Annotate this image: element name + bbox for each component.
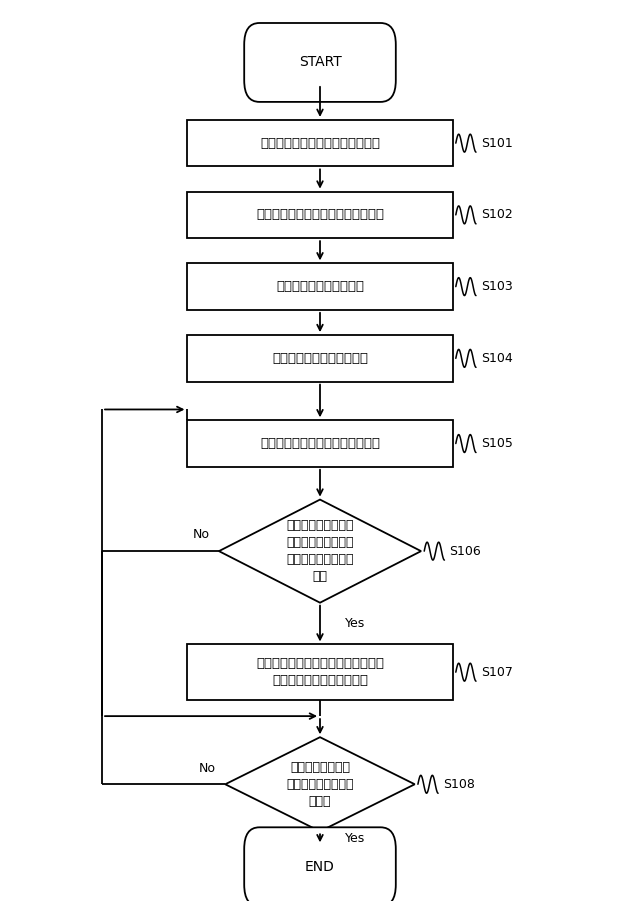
Polygon shape: [225, 738, 415, 832]
Text: S105: S105: [481, 437, 513, 450]
Text: S108: S108: [443, 777, 475, 791]
Text: 特徴点間の距離の時間変動を算出: 特徴点間の距離の時間変動を算出: [260, 437, 380, 450]
Bar: [188, 192, 452, 238]
Text: 学習者の動作映像から動作情報生成: 学習者の動作映像から動作情報生成: [256, 208, 384, 222]
Bar: [188, 335, 452, 382]
Text: END: END: [305, 860, 335, 873]
Text: S103: S103: [481, 281, 513, 293]
Bar: [188, 644, 452, 700]
Bar: [188, 263, 452, 310]
Text: S102: S102: [481, 208, 513, 222]
Text: 指標映像から動作情報生成: 指標映像から動作情報生成: [272, 352, 368, 365]
Text: No: No: [199, 762, 216, 775]
Text: Yes: Yes: [345, 832, 365, 844]
Text: Yes: Yes: [345, 617, 365, 630]
Text: No: No: [193, 529, 209, 541]
Text: START: START: [299, 55, 341, 70]
Text: 学習者の動作映像から特徴点抽出: 学習者の動作映像から特徴点抽出: [260, 137, 380, 149]
Text: すべての特徴点に
関する処理を終了し
たか？: すべての特徴点に 関する処理を終了し たか？: [286, 761, 354, 808]
Bar: [188, 420, 452, 467]
FancyBboxPatch shape: [244, 827, 396, 905]
Bar: [188, 119, 452, 167]
FancyBboxPatch shape: [244, 23, 396, 102]
Text: S101: S101: [481, 137, 513, 149]
Text: S106: S106: [449, 545, 481, 557]
Text: 特徴点間の相対位置の時間変動を算
出して差分情報として記録: 特徴点間の相対位置の時間変動を算 出して差分情報として記録: [256, 657, 384, 687]
Text: S104: S104: [481, 352, 513, 365]
Text: 指標映像から特徴点抽出: 指標映像から特徴点抽出: [276, 281, 364, 293]
Text: 第１閾値以上の特徴
点間距離を維持した
時間が第２閾値以上
か？: 第１閾値以上の特徴 点間距離を維持した 時間が第２閾値以上 か？: [286, 519, 354, 583]
Polygon shape: [219, 500, 421, 603]
Text: S107: S107: [481, 666, 513, 679]
